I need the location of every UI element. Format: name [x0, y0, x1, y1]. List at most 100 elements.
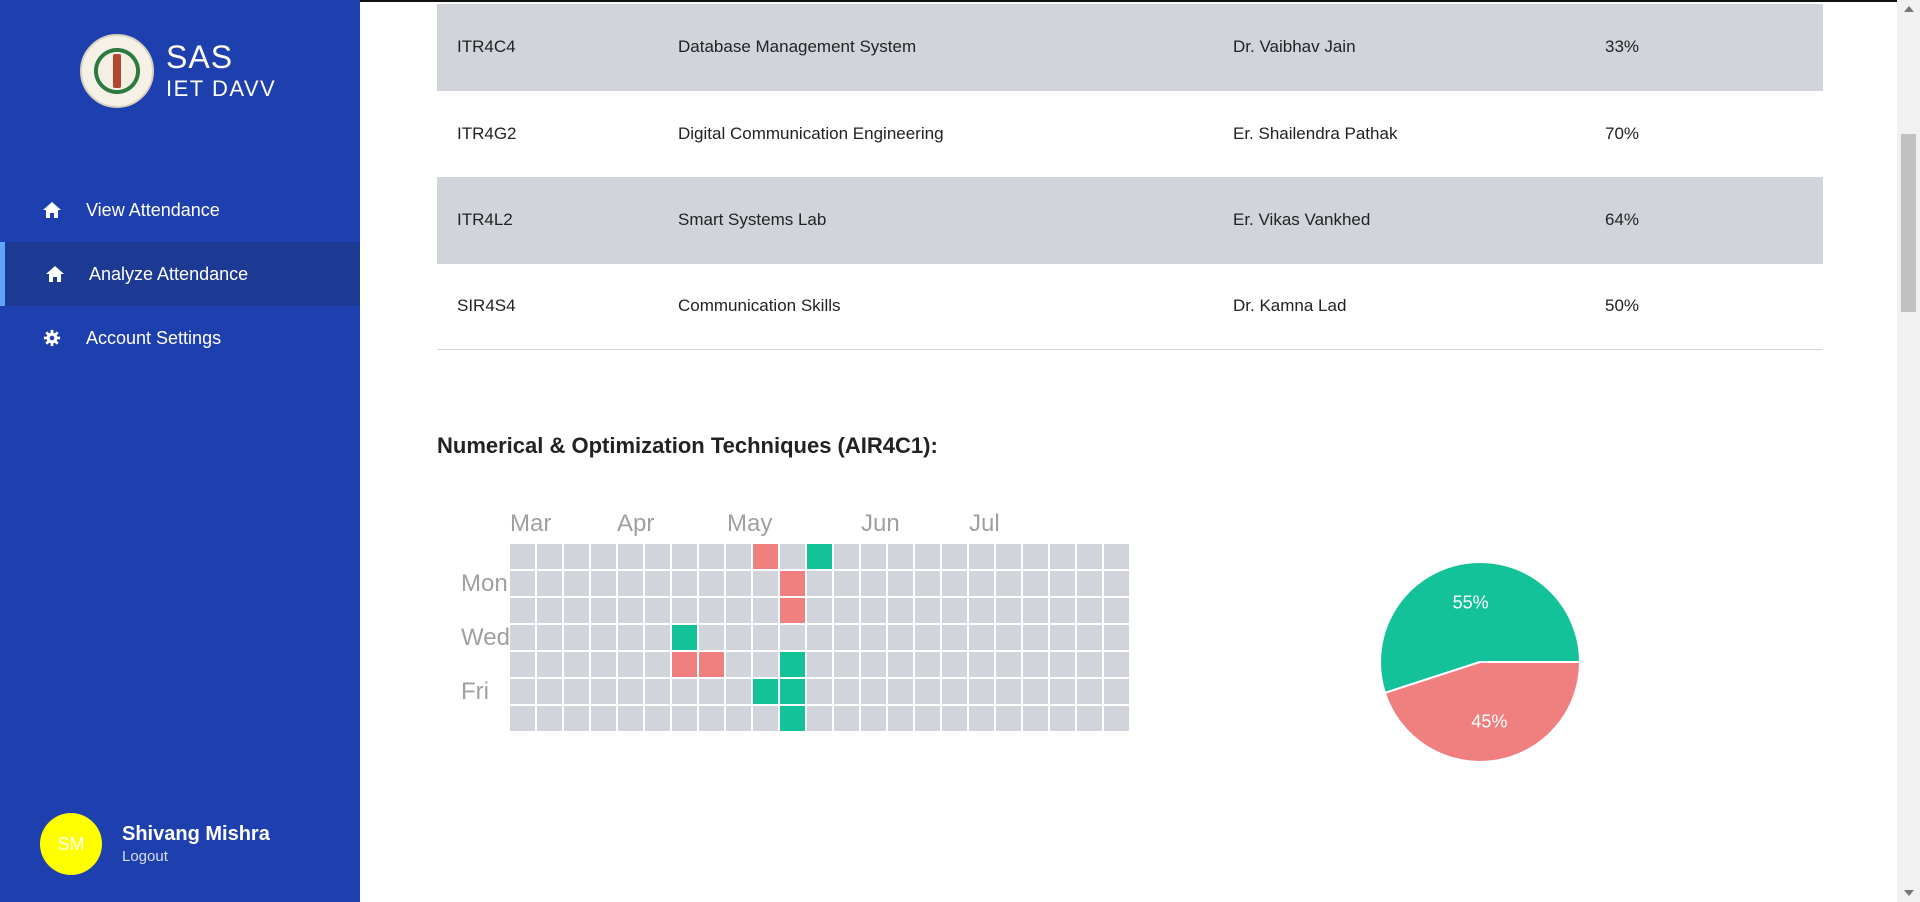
heatmap-cell[interactable] [1104, 706, 1129, 731]
heatmap-cell[interactable] [780, 544, 805, 569]
heatmap-cell[interactable] [618, 625, 643, 650]
heatmap-cell[interactable] [726, 706, 751, 731]
heatmap-cell[interactable] [996, 544, 1021, 569]
heatmap-cell[interactable] [645, 679, 670, 704]
heatmap-cell[interactable] [861, 706, 886, 731]
heatmap-cell[interactable] [672, 679, 697, 704]
heatmap-cell[interactable] [618, 706, 643, 731]
heatmap-cell[interactable] [834, 571, 859, 596]
heatmap-cell[interactable] [699, 706, 724, 731]
heatmap-cell[interactable] [942, 652, 967, 677]
heatmap-cell[interactable] [915, 625, 940, 650]
heatmap-cell[interactable] [1050, 625, 1075, 650]
heatmap-cell[interactable] [834, 544, 859, 569]
heatmap-cell[interactable] [564, 706, 589, 731]
heatmap-cell[interactable] [1077, 679, 1102, 704]
heatmap-cell[interactable] [969, 598, 994, 623]
heatmap-cell[interactable] [510, 571, 535, 596]
heatmap-cell[interactable] [1104, 625, 1129, 650]
heatmap-cell[interactable] [591, 706, 616, 731]
heatmap-cell[interactable] [807, 571, 832, 596]
heatmap-cell[interactable] [618, 571, 643, 596]
heatmap-cell[interactable] [942, 571, 967, 596]
heatmap-cell[interactable] [996, 598, 1021, 623]
heatmap-cell[interactable] [726, 571, 751, 596]
heatmap-cell[interactable] [915, 706, 940, 731]
heatmap-cell[interactable] [969, 571, 994, 596]
sidebar-item-analyze-attendance[interactable]: Analyze Attendance [0, 242, 360, 306]
heatmap-cell[interactable] [969, 652, 994, 677]
heatmap-cell[interactable] [510, 652, 535, 677]
heatmap-cell[interactable] [753, 706, 778, 731]
heatmap-cell[interactable] [672, 571, 697, 596]
pie-slice-absent[interactable] [1383, 661, 1582, 763]
heatmap-cell[interactable] [645, 544, 670, 569]
heatmap-cell[interactable] [807, 598, 832, 623]
heatmap-cell[interactable] [834, 598, 859, 623]
heatmap-cell-present[interactable] [672, 625, 697, 650]
heatmap-cell[interactable] [888, 544, 913, 569]
heatmap-cell[interactable] [591, 571, 616, 596]
heatmap-cell-absent[interactable] [699, 652, 724, 677]
heatmap-cell[interactable] [861, 652, 886, 677]
table-row[interactable]: ITR4C4 Database Management System Dr. Va… [437, 4, 1823, 91]
heatmap-cell[interactable] [726, 679, 751, 704]
heatmap-cell[interactable] [888, 706, 913, 731]
heatmap-cell[interactable] [753, 652, 778, 677]
heatmap-cell[interactable] [888, 679, 913, 704]
heatmap-cell[interactable] [888, 625, 913, 650]
heatmap-cell[interactable] [996, 625, 1021, 650]
brand[interactable]: SAS IET DAVV [80, 34, 276, 108]
heatmap-cell[interactable] [1023, 625, 1048, 650]
logout-link[interactable]: Logout [122, 848, 168, 865]
heatmap-cell[interactable] [942, 625, 967, 650]
scroll-down-arrow-icon[interactable] [1904, 890, 1914, 896]
heatmap-cell[interactable] [915, 652, 940, 677]
heatmap-cell[interactable] [969, 544, 994, 569]
heatmap-cell[interactable] [699, 625, 724, 650]
heatmap-cell[interactable] [591, 652, 616, 677]
heatmap-cell-absent[interactable] [753, 544, 778, 569]
heatmap-cell[interactable] [834, 625, 859, 650]
heatmap-cell[interactable] [753, 598, 778, 623]
heatmap-cell[interactable] [834, 652, 859, 677]
heatmap-cell-present[interactable] [780, 652, 805, 677]
heatmap-cell[interactable] [1077, 544, 1102, 569]
heatmap-cell[interactable] [618, 679, 643, 704]
heatmap-cell-present[interactable] [753, 679, 778, 704]
scroll-up-arrow-icon[interactable] [1904, 6, 1914, 12]
heatmap-cell[interactable] [645, 571, 670, 596]
heatmap-cell[interactable] [753, 625, 778, 650]
heatmap-cell[interactable] [618, 544, 643, 569]
heatmap-cell[interactable] [807, 679, 832, 704]
heatmap-cell[interactable] [807, 706, 832, 731]
heatmap-cell[interactable] [510, 544, 535, 569]
heatmap-cell[interactable] [591, 679, 616, 704]
heatmap-cell[interactable] [1050, 544, 1075, 569]
heatmap-cell[interactable] [1023, 706, 1048, 731]
heatmap-cell[interactable] [1077, 706, 1102, 731]
heatmap-cell[interactable] [942, 679, 967, 704]
table-row[interactable]: ITR4L2 Smart Systems Lab Er. Vikas Vankh… [437, 177, 1823, 264]
heatmap-cell[interactable] [888, 652, 913, 677]
heatmap-cell[interactable] [618, 598, 643, 623]
heatmap-cell[interactable] [780, 625, 805, 650]
heatmap-cell[interactable] [699, 571, 724, 596]
heatmap-cell[interactable] [834, 706, 859, 731]
heatmap-cell[interactable] [888, 598, 913, 623]
heatmap-cell[interactable] [645, 652, 670, 677]
heatmap-cell[interactable] [861, 571, 886, 596]
heatmap-cell[interactable] [537, 706, 562, 731]
avatar[interactable]: SM [40, 813, 102, 875]
heatmap-cell[interactable] [510, 706, 535, 731]
heatmap-cell[interactable] [807, 652, 832, 677]
heatmap-cell-present[interactable] [780, 706, 805, 731]
heatmap-cell[interactable] [564, 544, 589, 569]
heatmap-cell[interactable] [726, 625, 751, 650]
heatmap-cell[interactable] [510, 679, 535, 704]
heatmap-cell[interactable] [969, 679, 994, 704]
heatmap-cell[interactable] [996, 679, 1021, 704]
heatmap-cell-present[interactable] [780, 679, 805, 704]
heatmap-cell[interactable] [537, 652, 562, 677]
heatmap-cell[interactable] [726, 598, 751, 623]
